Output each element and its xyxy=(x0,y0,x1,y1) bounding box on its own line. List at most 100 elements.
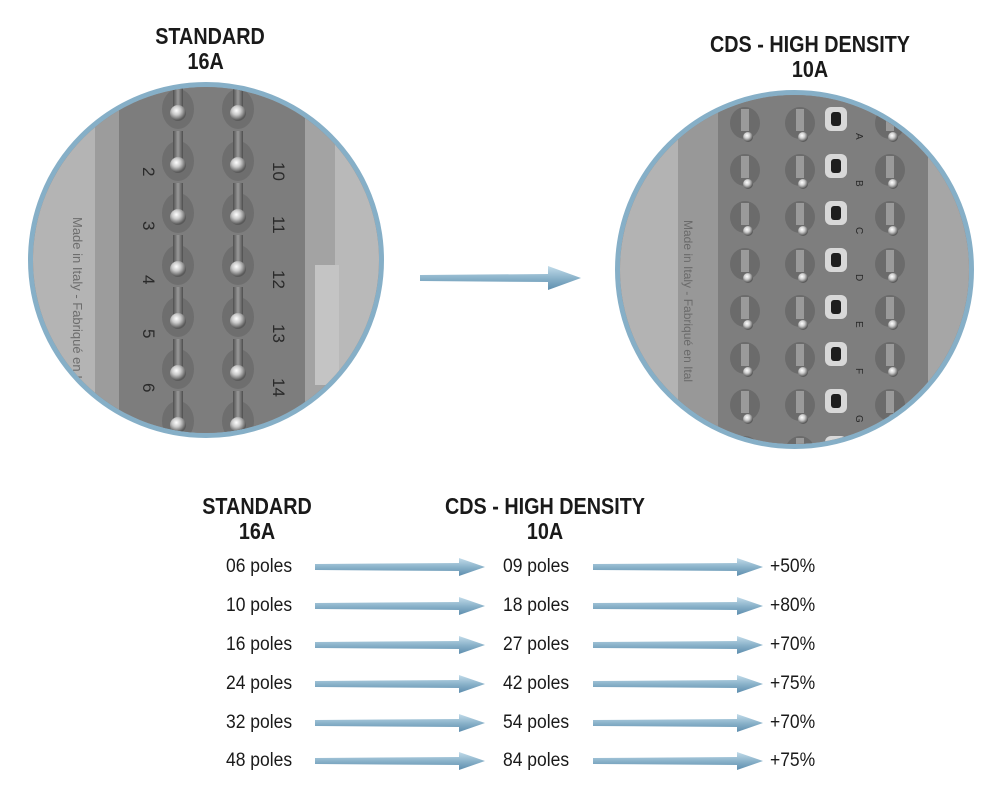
pin-number-label: 10 xyxy=(269,162,288,181)
contact-pin xyxy=(162,183,194,233)
socket-letter-label: B xyxy=(853,180,864,187)
socket-letter-label: G xyxy=(853,415,864,423)
socket-letter-label: F xyxy=(853,368,864,374)
pin-number-label: 5 xyxy=(139,329,158,338)
contact-pin xyxy=(162,339,194,389)
table-row: 48 poles 84 poles +75% xyxy=(0,746,1000,776)
standard-heading-rating: 16A xyxy=(187,48,224,74)
contact-pin xyxy=(162,87,194,129)
contact-pin xyxy=(730,342,760,377)
contact-pin xyxy=(875,342,905,377)
contact-pin xyxy=(785,201,815,236)
increase-percent: +50% xyxy=(770,556,816,577)
row-arrow-icon xyxy=(315,636,485,654)
cds-heading-title: CDS - HIGH DENSITY xyxy=(709,31,911,57)
socket-letter-label: E xyxy=(853,321,864,328)
contact-pin xyxy=(222,131,254,181)
standard-poles: 06 poles xyxy=(226,556,293,577)
pin-number-label: 13 xyxy=(269,324,288,343)
row-arrow-icon xyxy=(593,597,763,615)
standard-heading: STANDARD 16A xyxy=(124,24,296,74)
pin-number-label: 2 xyxy=(139,167,158,176)
cds-connector-illustration: Made in Italy - Fabriqué en Ital A B C D E F G xyxy=(620,95,969,444)
contact-pin xyxy=(222,391,254,433)
standard-side-text: Made in Italy - Fabriqué en Ital xyxy=(70,217,85,393)
contact-pin xyxy=(785,107,815,142)
contact-pin xyxy=(162,235,194,285)
pin-number-label: 4 xyxy=(139,275,158,284)
row-arrow-icon xyxy=(593,675,763,693)
cds-poles: 54 poles xyxy=(503,712,570,733)
table-row: 06 poles 09 poles +50% xyxy=(0,552,1000,582)
cds-pin-letters: A B C D E F G xyxy=(853,133,864,423)
contact-pin xyxy=(732,436,758,444)
contact-pin xyxy=(875,248,905,283)
standard-poles: 24 poles xyxy=(226,673,293,694)
socket-contact xyxy=(825,154,847,178)
increase-percent: +75% xyxy=(770,673,816,694)
cds-side-text: Made in Italy - Fabriqué en Ital xyxy=(681,220,695,382)
contact-pin xyxy=(875,201,905,236)
row-arrow-icon xyxy=(315,558,485,576)
contact-pin xyxy=(785,154,815,189)
row-arrow-icon xyxy=(315,752,485,770)
standard-poles: 16 poles xyxy=(226,634,293,655)
socket-contact xyxy=(825,201,847,225)
cds-poles: 18 poles xyxy=(503,595,570,616)
standard-poles: 32 poles xyxy=(226,712,293,733)
table-standard-title: STANDARD xyxy=(202,493,312,519)
increase-percent: +75% xyxy=(770,750,816,771)
table-standard-heading: STANDARD 16A xyxy=(184,494,330,544)
contact-pin xyxy=(785,248,815,283)
contact-pin xyxy=(222,183,254,233)
socket-contact xyxy=(825,436,847,444)
contact-pin xyxy=(875,107,905,142)
increase-percent: +70% xyxy=(770,634,816,655)
cds-poles: 84 poles xyxy=(503,750,570,771)
socket-contact xyxy=(825,295,847,319)
table-row: 24 poles 42 poles +75% xyxy=(0,669,1000,699)
row-arrow-icon xyxy=(593,752,763,770)
socket-contact xyxy=(825,248,847,272)
socket-letter-label: D xyxy=(853,274,864,281)
standard-poles: 48 poles xyxy=(226,750,293,771)
socket-letter-label: A xyxy=(853,133,864,140)
table-cds-title: CDS - HIGH DENSITY xyxy=(444,493,646,519)
cds-poles: 27 poles xyxy=(503,634,570,655)
contact-pin xyxy=(875,154,905,189)
standard-pin-grid xyxy=(162,87,254,433)
table-row: 32 poles 54 poles +70% xyxy=(0,708,1000,738)
transition-arrow xyxy=(420,266,581,290)
row-arrow-icon xyxy=(315,714,485,732)
contact-pin xyxy=(222,339,254,389)
contact-pin xyxy=(730,201,760,236)
table-standard-rating: 16A xyxy=(238,518,276,544)
contact-pin xyxy=(787,436,813,444)
pin-number-label: 11 xyxy=(269,216,288,234)
standard-pin-numbers: 2 3 4 5 6 10 11 12 13 14 xyxy=(139,162,288,397)
contact-pin xyxy=(222,87,254,129)
cds-pin-grid xyxy=(730,107,905,444)
table-row: 10 poles 18 poles +80% xyxy=(0,591,1000,621)
standard-heading-title: STANDARD xyxy=(155,23,265,49)
row-arrow-icon xyxy=(593,558,763,576)
table-cds-rating: 10A xyxy=(526,518,564,544)
contact-pin xyxy=(785,295,815,330)
cds-poles: 09 poles xyxy=(503,556,570,577)
contact-pin xyxy=(162,131,194,181)
contact-pin xyxy=(877,436,903,444)
row-arrow-icon xyxy=(315,675,485,693)
row-arrow-icon xyxy=(593,636,763,654)
increase-percent: +80% xyxy=(770,595,816,616)
table-cds-heading: CDS - HIGH DENSITY 10A xyxy=(429,494,661,544)
contact-pin xyxy=(730,154,760,189)
socket-contact xyxy=(825,389,847,413)
pin-number-label: 14 xyxy=(269,378,288,397)
cds-heading-rating: 10A xyxy=(791,56,829,82)
table-row: 16 poles 27 poles +70% xyxy=(0,630,1000,660)
cds-poles: 42 poles xyxy=(503,673,570,694)
socket-contact xyxy=(825,342,847,366)
contact-pin xyxy=(875,389,905,424)
contact-pin xyxy=(730,248,760,283)
contact-pin xyxy=(162,391,194,433)
